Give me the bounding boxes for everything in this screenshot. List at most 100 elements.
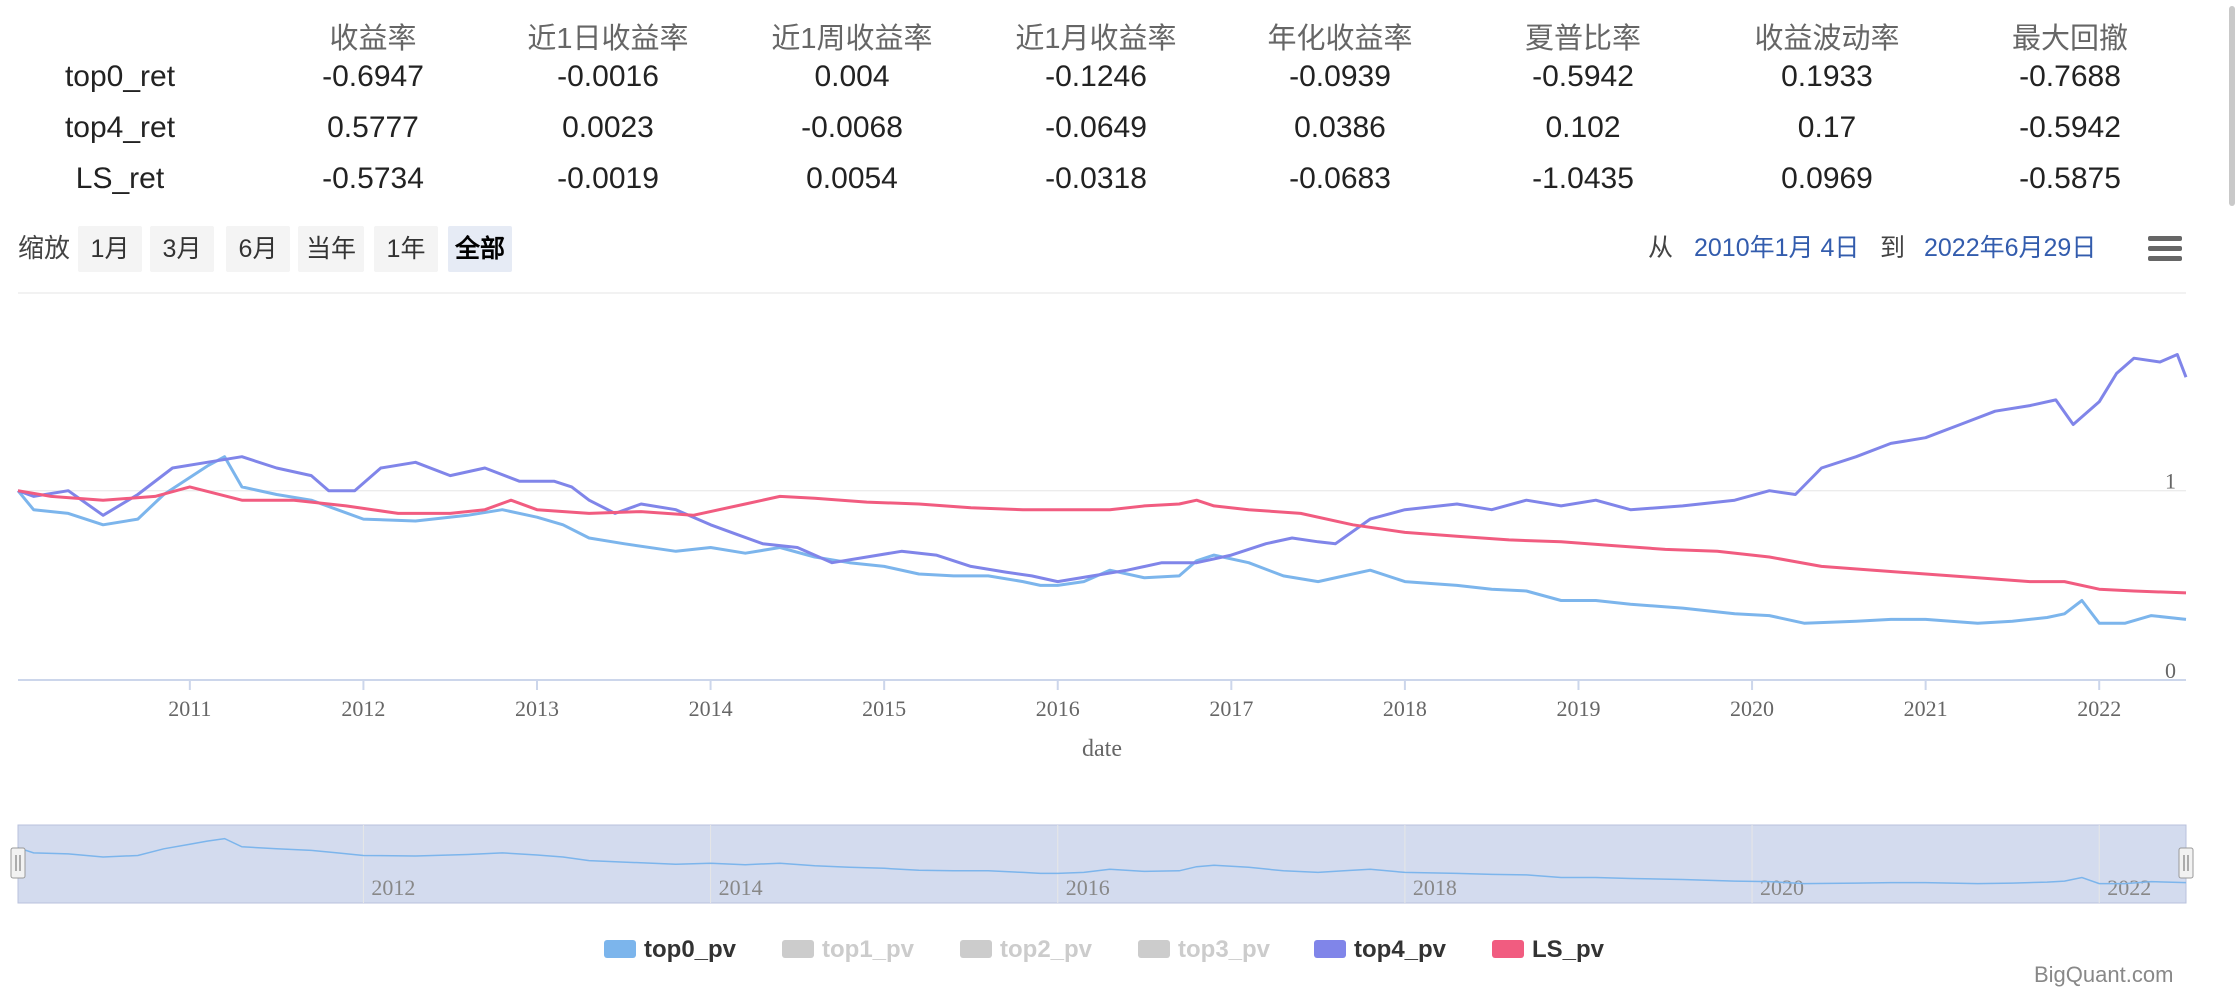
navigator-tick-label: 2022	[2107, 875, 2151, 900]
legend-item-top2_pv[interactable]: top2_pv	[960, 932, 1092, 968]
x-tick-label: 2022	[2077, 696, 2121, 721]
series-line-LS_pv	[17, 485, 2187, 595]
stats-cell: -0.0318	[1045, 162, 1147, 195]
stats-column-header: 收益波动率	[1754, 23, 1900, 55]
legend-swatch	[1138, 939, 1170, 958]
stats-column-header: 近1周收益率	[771, 23, 933, 55]
stats-column-header: 近1月收益率	[1015, 23, 1177, 55]
x-tick-label: 2012	[341, 696, 385, 721]
legend-label: top1_pv	[822, 936, 915, 963]
stats-row-label: LS_ret	[75, 162, 165, 195]
stats-cell: 0.0969	[1781, 162, 1873, 195]
legend-label: LS_pv	[1532, 936, 1605, 963]
stats-cell: -0.1246	[1045, 60, 1147, 93]
hamburger-menu-icon[interactable]	[2148, 236, 2182, 262]
stats-column-header: 夏普比率	[1524, 23, 1641, 55]
x-tick-label: 2013	[515, 696, 559, 721]
x-tick-label: 2019	[1556, 696, 1600, 721]
x-tick-label: 2017	[1209, 696, 1253, 721]
stats-cell: -0.7688	[2019, 60, 2121, 93]
stats-cell: -1.0435	[1532, 162, 1634, 195]
x-tick-label: 2021	[1904, 696, 1948, 721]
legend-label: top2_pv	[1000, 936, 1093, 963]
legend-swatch	[782, 939, 814, 958]
range-button[interactable]: 3月	[150, 226, 214, 272]
legend-swatch	[960, 939, 992, 958]
legend-label: top0_pv	[644, 936, 737, 963]
legend-item-top4_pv[interactable]: top4_pv	[1314, 932, 1446, 968]
stats-row-label: top0_ret	[64, 60, 176, 93]
legend-item-LS_pv[interactable]: LS_pv	[1492, 932, 1604, 968]
stats-cell: 0.1933	[1781, 60, 1873, 93]
stats-row: top4_ret 0.5777 0.0023 -0.0068 -0.0649 0.0386…	[0, 103, 2238, 153]
stats-cell: -0.0649	[1045, 111, 1147, 144]
range-button[interactable]: 6月	[226, 226, 290, 272]
stats-row: top0_ret -0.6947 -0.0016 0.004 -0.1246 -0.093…	[0, 52, 2238, 102]
stats-cell: -0.5942	[1532, 60, 1634, 93]
legend-label: top4_pv	[1354, 936, 1447, 963]
stats-row-label: top4_ret	[64, 111, 176, 144]
stats-column-header: 最大回撤	[2011, 23, 2128, 55]
stats-cell: -0.0068	[801, 111, 903, 144]
stats-column-header: 近1日收益率	[527, 23, 689, 55]
legend-item-top0_pv[interactable]: top0_pv	[604, 932, 736, 968]
y-tick-label: 1	[2165, 469, 2176, 494]
stats-cell: 0.004	[814, 60, 890, 93]
navigator-tick-label: 2012	[371, 875, 415, 900]
stats-column-header: 收益率	[329, 23, 417, 55]
x-tick-label: 2011	[168, 696, 211, 721]
stats-cell: -0.0019	[557, 162, 659, 195]
stats-cell: -0.5734	[322, 162, 424, 195]
navigator-mask[interactable]	[17, 824, 2187, 904]
stats-row: LS_ret -0.5734 -0.0019 0.0054 -0.0318 -0.0683…	[0, 154, 2238, 204]
stats-cell: 0.0023	[562, 111, 654, 144]
stats-cell: 0.17	[1797, 111, 1857, 144]
series-line-top0_pv	[16, 455, 2187, 625]
x-tick-label: 2018	[1383, 696, 1427, 721]
range-button[interactable]: 1月	[78, 226, 142, 272]
x-tick-label: 2020	[1730, 696, 1774, 721]
stats-cell: -0.6947	[322, 60, 424, 93]
legend-label: top3_pv	[1178, 936, 1271, 963]
series-line-top4_pv	[17, 353, 2188, 584]
stats-cell: 0.0386	[1294, 111, 1386, 144]
range-selector: 缩放 1月 3月 6月 当年 1年 全部 从 2010年1月 4日 到 2022年6月29…	[0, 222, 2238, 276]
legend-item-top1_pv[interactable]: top1_pv	[782, 932, 914, 968]
legend-swatch	[1314, 939, 1346, 958]
stats-cell: -0.0016	[557, 60, 659, 93]
credits-link[interactable]: BigQuant.com	[2034, 962, 2174, 987]
from-date-input[interactable]: 2010年1月 4日	[1694, 234, 1860, 262]
navigator-handle-right[interactable]	[2178, 847, 2194, 879]
x-tick-label: 2015	[862, 696, 906, 721]
range-button[interactable]: 当年	[298, 226, 364, 272]
stats-cell: -0.0683	[1289, 162, 1391, 195]
navigator-tick-label: 2018	[1413, 875, 1457, 900]
stats-cell: 0.0054	[806, 162, 898, 195]
stats-cell: -0.0939	[1289, 60, 1391, 93]
range-button[interactable]: 1年	[374, 226, 438, 272]
stats-cell: -0.5942	[2019, 111, 2121, 144]
stats-cell: 0.102	[1545, 111, 1621, 144]
stats-cell: -0.5875	[2019, 162, 2121, 195]
to-date-input[interactable]: 2022年6月29日	[1924, 234, 2097, 262]
range-button[interactable]: 全部	[448, 226, 512, 272]
stats-column-header: 年化收益率	[1267, 23, 1413, 55]
to-label: 到	[1880, 234, 1906, 262]
stats-header-row: 收益率 近1日收益率 近1周收益率 近1月收益率 年化收益率 夏普比率 收益波动率 最大回撤	[0, 14, 2238, 64]
navigator-tick-label: 2014	[719, 875, 763, 900]
y-tick-label: 0	[2165, 658, 2176, 683]
zoom-label: 缩放	[18, 233, 71, 263]
legend-swatch	[604, 939, 636, 958]
navigator-handle-left[interactable]	[10, 847, 26, 879]
x-axis-title: date	[1082, 736, 1122, 762]
from-label: 从	[1648, 234, 1674, 262]
x-tick-label: 2014	[689, 696, 733, 721]
page-scrollbar[interactable]	[2226, 0, 2238, 210]
stats-cell: 0.5777	[327, 111, 419, 144]
x-tick-label: 2016	[1036, 696, 1080, 721]
navigator-tick-label: 2020	[1760, 875, 1804, 900]
legend-item-top3_pv[interactable]: top3_pv	[1138, 932, 1270, 968]
navigator-tick-label: 2016	[1066, 875, 1110, 900]
legend-swatch	[1492, 939, 1524, 958]
